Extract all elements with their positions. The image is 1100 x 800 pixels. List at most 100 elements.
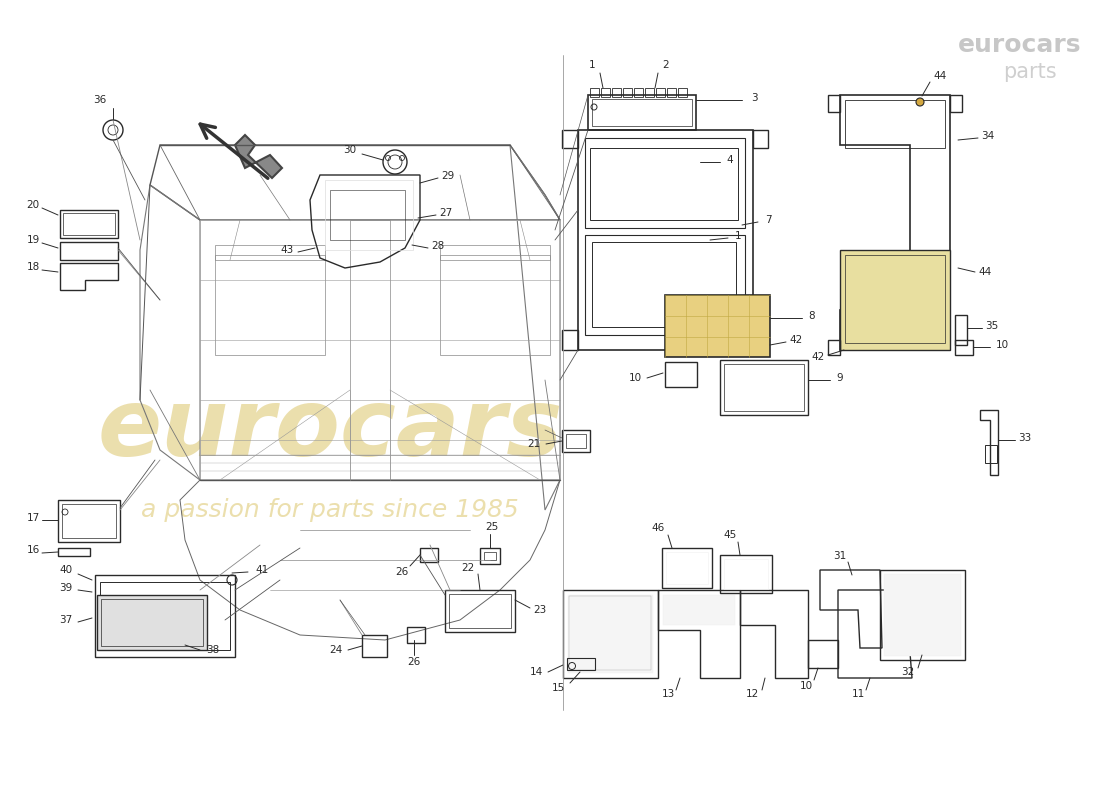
- Bar: [578, 130, 754, 350]
- Text: 42: 42: [812, 352, 825, 362]
- Bar: [100, 582, 230, 650]
- Text: 22: 22: [461, 563, 474, 573]
- Bar: [678, 88, 688, 97]
- Bar: [724, 364, 804, 411]
- Bar: [569, 596, 651, 670]
- Bar: [449, 594, 512, 628]
- Bar: [666, 295, 770, 357]
- Bar: [568, 595, 653, 673]
- Bar: [592, 242, 736, 327]
- Text: 41: 41: [255, 565, 268, 575]
- Bar: [97, 595, 207, 650]
- Bar: [634, 88, 643, 97]
- Bar: [362, 635, 387, 657]
- Text: 33: 33: [1019, 433, 1032, 443]
- Bar: [984, 445, 997, 463]
- Text: 39: 39: [59, 583, 73, 593]
- Text: 2: 2: [662, 60, 669, 70]
- Bar: [955, 340, 974, 355]
- Bar: [480, 548, 501, 564]
- Text: 12: 12: [746, 689, 759, 699]
- Bar: [666, 552, 708, 584]
- Text: 28: 28: [431, 241, 444, 251]
- Bar: [585, 235, 745, 335]
- Bar: [588, 95, 696, 130]
- Text: 1: 1: [588, 60, 595, 70]
- Text: 45: 45: [724, 530, 737, 540]
- Bar: [845, 100, 945, 148]
- Bar: [585, 138, 745, 228]
- Bar: [662, 548, 712, 588]
- Bar: [667, 88, 676, 97]
- Text: 29: 29: [441, 171, 454, 181]
- Bar: [601, 88, 610, 97]
- Bar: [330, 190, 405, 240]
- Text: 3: 3: [750, 93, 757, 103]
- Text: 26: 26: [407, 657, 420, 667]
- Bar: [440, 255, 550, 355]
- Text: 10: 10: [800, 681, 813, 691]
- Bar: [420, 548, 438, 562]
- Text: 23: 23: [534, 605, 547, 615]
- Text: 9: 9: [837, 373, 844, 383]
- Bar: [720, 360, 808, 415]
- Bar: [955, 315, 967, 345]
- Text: 44: 44: [978, 267, 991, 277]
- Bar: [440, 245, 550, 260]
- Bar: [62, 504, 116, 538]
- Text: eurocars: eurocars: [97, 384, 563, 476]
- Bar: [808, 640, 838, 668]
- Bar: [60, 210, 118, 238]
- Text: 11: 11: [851, 689, 865, 699]
- Text: 37: 37: [59, 615, 73, 625]
- Text: 8: 8: [808, 311, 815, 321]
- Text: a passion for parts since 1985: a passion for parts since 1985: [141, 498, 519, 522]
- Bar: [880, 570, 965, 660]
- Bar: [324, 180, 412, 250]
- Text: 43: 43: [280, 245, 294, 255]
- Bar: [63, 213, 116, 235]
- Bar: [562, 430, 590, 452]
- Bar: [612, 88, 621, 97]
- Text: 40: 40: [59, 565, 73, 575]
- Bar: [645, 88, 654, 97]
- Text: 16: 16: [26, 545, 40, 555]
- Bar: [840, 250, 950, 350]
- Text: 10: 10: [996, 340, 1009, 350]
- Text: 14: 14: [529, 667, 542, 677]
- Bar: [884, 574, 961, 656]
- Bar: [590, 148, 738, 220]
- Polygon shape: [235, 135, 282, 178]
- Text: 25: 25: [485, 522, 498, 532]
- Bar: [407, 627, 425, 643]
- Text: 38: 38: [207, 645, 220, 655]
- Bar: [214, 245, 324, 260]
- Bar: [60, 242, 118, 260]
- Bar: [663, 595, 735, 625]
- Text: 21: 21: [527, 439, 540, 449]
- Text: 10: 10: [628, 373, 641, 383]
- Text: 13: 13: [661, 689, 674, 699]
- Text: eurocars: eurocars: [958, 33, 1081, 57]
- Text: 31: 31: [834, 551, 847, 561]
- Text: 18: 18: [26, 262, 40, 272]
- Text: 26: 26: [395, 567, 408, 577]
- Bar: [656, 88, 666, 97]
- Bar: [720, 555, 772, 593]
- Text: 44: 44: [934, 71, 947, 81]
- Bar: [95, 575, 235, 657]
- Text: 24: 24: [329, 645, 342, 655]
- Text: 32: 32: [901, 667, 914, 677]
- Text: 42: 42: [790, 335, 803, 345]
- Bar: [845, 255, 945, 343]
- Text: 27: 27: [439, 208, 452, 218]
- Text: 46: 46: [651, 523, 664, 533]
- Text: 7: 7: [764, 215, 771, 225]
- Text: 15: 15: [551, 683, 564, 693]
- Bar: [446, 590, 515, 632]
- Text: 4: 4: [727, 155, 734, 165]
- Text: 34: 34: [981, 131, 994, 141]
- Bar: [623, 88, 632, 97]
- Text: 20: 20: [26, 200, 40, 210]
- Bar: [101, 599, 204, 646]
